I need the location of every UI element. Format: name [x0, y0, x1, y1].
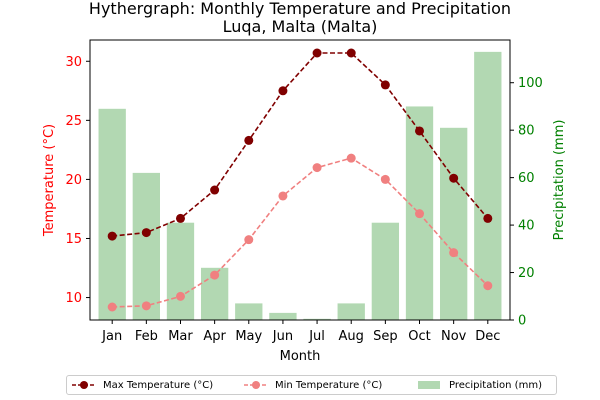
legend-max-temp-marker: [72, 381, 96, 389]
min-temp-point-oct: [415, 209, 425, 219]
y-left-tick-label-10: 10: [65, 291, 82, 306]
x-tick-label-dec: Dec: [475, 329, 500, 344]
min-temp-point-nov: [449, 248, 459, 258]
precipitation-bar-jun: [269, 312, 297, 320]
min-temp-point-dec: [483, 281, 493, 291]
min-temp-point-mar: [175, 291, 185, 301]
y-right-tick-label-60: 60: [518, 171, 535, 186]
chart-legend: Max Temperature (°C) Min Temperature (°C…: [66, 375, 557, 395]
x-tick-label-aug: Aug: [339, 329, 364, 344]
min-temp-point-apr: [210, 270, 220, 280]
precipitation-bar-dec: [474, 51, 502, 320]
max-temp-point-oct: [415, 126, 425, 136]
y-right-tick-label-80: 80: [518, 124, 535, 139]
y-right-tick-label-0: 0: [518, 314, 526, 329]
y-right-tick-label-100: 100: [518, 76, 543, 91]
min-temp-point-aug: [346, 153, 356, 163]
max-temp-point-jun: [278, 86, 288, 96]
max-temp-point-apr: [210, 185, 220, 195]
x-axis-label: Month: [280, 349, 321, 364]
min-temp-point-feb: [141, 301, 151, 311]
min-temp-point-jan: [107, 302, 117, 312]
precipitation-bars: [98, 51, 502, 321]
x-tick-label-jun: Jun: [272, 329, 293, 344]
x-tick-label-sep: Sep: [373, 329, 398, 344]
max-temp-point-nov: [449, 173, 459, 183]
y-right-tick-label-40: 40: [518, 219, 535, 234]
chart-title-line1: Hythergraph: Monthly Temperature and Pre…: [89, 0, 511, 18]
min-temp-point-jun: [278, 191, 288, 201]
precipitation-bar-aug: [337, 303, 365, 320]
min-temp-line: [112, 157, 489, 308]
legend-item-precipitation: Precipitation (mm): [417, 376, 542, 394]
chart-title-line2: Luqa, Malta (Malta): [223, 17, 378, 36]
y-left-tick-label-20: 20: [65, 173, 82, 188]
y-left-tick-label-25: 25: [65, 114, 82, 129]
precipitation-bar-may: [235, 303, 263, 320]
legend-precipitation-label: Precipitation (mm): [449, 379, 542, 391]
y-left-tick-label-30: 30: [65, 55, 82, 70]
legend-item-min-temp: Min Temperature (°C): [243, 376, 382, 394]
max-temp-point-jan: [107, 231, 117, 241]
x-tick-label-jul: Jul: [308, 329, 325, 344]
max-temp-point-feb: [141, 228, 151, 238]
precipitation-bar-feb: [132, 172, 160, 320]
y-right-tick-label-20: 20: [518, 266, 535, 281]
x-tick-label-feb: Feb: [135, 329, 158, 344]
min-temp-point-may: [244, 235, 254, 245]
max-temp-point-dec: [483, 213, 493, 223]
precipitation-bar-mar: [166, 222, 195, 320]
max-temp-point-sep: [380, 80, 390, 90]
axes: Jan Feb Mar Apr May Jun Jul Aug Sep Oct Nov Dec 10 15…: [65, 39, 543, 344]
y-axis-left-label: Temperature (°C): [42, 124, 57, 237]
y-axis-right-label: Precipitation (mm): [552, 120, 567, 241]
precipitation-bar-jul: [303, 318, 331, 320]
max-temp-point-aug: [346, 48, 356, 58]
y-left-tick-label-15: 15: [65, 232, 82, 247]
min-temp-point-sep: [380, 174, 390, 184]
max-temp-point-jul: [312, 48, 322, 58]
max-temp-line: [112, 52, 489, 237]
x-tick-label-may: May: [235, 329, 262, 344]
x-tick-label-jan: Jan: [101, 329, 122, 344]
x-tick-label-oct: Oct: [408, 329, 430, 344]
legend-max-temp-label: Max Temperature (°C): [103, 379, 214, 391]
min-temp-point-jul: [312, 163, 322, 173]
precipitation-bar-jan: [98, 108, 126, 320]
legend-precipitation-swatch: [418, 381, 440, 389]
plot-frame: [89, 39, 511, 321]
precipitation-bar-sep: [371, 222, 400, 320]
temperature-lines: [107, 48, 493, 312]
x-tick-label-nov: Nov: [441, 329, 467, 344]
max-temp-point-may: [244, 135, 254, 145]
max-temp-point-mar: [175, 213, 185, 223]
x-tick-label-mar: Mar: [168, 329, 193, 344]
precipitation-bar-nov: [440, 127, 468, 321]
x-tick-label-apr: Apr: [203, 329, 226, 344]
legend-item-max-temp: Max Temperature (°C): [71, 376, 213, 394]
legend-min-temp-label: Min Temperature (°C): [275, 379, 383, 391]
legend-min-temp-marker: [244, 381, 268, 389]
